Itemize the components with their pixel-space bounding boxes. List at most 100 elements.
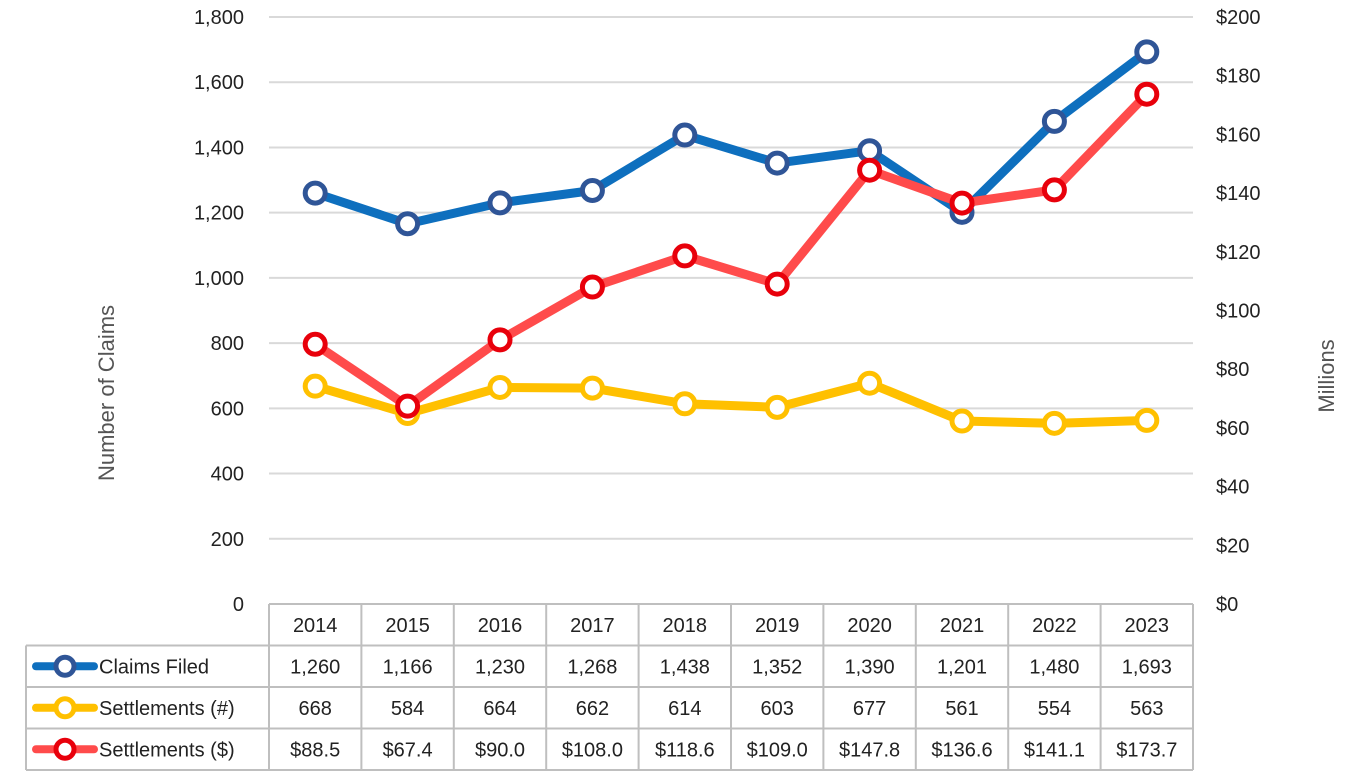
series-line-3 [310, 89, 1152, 411]
data-label: 614 [668, 698, 701, 720]
x-axis-category-label: 2021 [940, 615, 985, 637]
data-label: 603 [761, 698, 794, 720]
data-label: 1,268 [567, 656, 617, 678]
legend-key-marker-1 [53, 654, 77, 678]
series-2-point [1041, 410, 1067, 436]
series-2-point [672, 391, 698, 417]
x-axis-category-label: 2016 [478, 615, 523, 637]
data-label: 677 [853, 698, 886, 720]
y-axis-right-tick: $60 [1216, 418, 1249, 440]
series-3-point [857, 157, 883, 183]
y-axis-right-tick: $180 [1216, 66, 1261, 88]
data-label: 1,390 [845, 656, 895, 678]
x-axis-category-label: 2014 [293, 615, 338, 637]
legend-key-marker-2 [53, 696, 77, 720]
y-axis-left-title: Number of Claims [94, 305, 119, 481]
series-2-point [1134, 407, 1160, 433]
y-axis-left-tick: 1,200 [194, 203, 244, 225]
series-3-point [672, 243, 698, 269]
series-1-point [579, 177, 605, 203]
series-3-point [395, 393, 421, 419]
x-axis-category-label: 2022 [1032, 615, 1077, 637]
y-axis-right-tick: $100 [1216, 301, 1261, 323]
axes: Number of Claims Millions 0 200 400 600 800 1… [94, 7, 1339, 616]
y-axis-right-tick: $40 [1216, 477, 1249, 499]
y-axis-left-tick: 0 [233, 594, 244, 616]
data-label: 1,201 [937, 656, 987, 678]
data-label: $147.8 [839, 739, 900, 761]
series-1-point [764, 150, 790, 176]
series-1-point [1041, 108, 1067, 134]
series-1-point [857, 138, 883, 164]
data-label: 584 [391, 698, 424, 720]
series-2-point [487, 374, 513, 400]
data-label: $109.0 [747, 739, 808, 761]
y-axis-right-tick: $120 [1216, 242, 1261, 264]
series-2-point [764, 394, 790, 420]
data-label: 1,166 [383, 656, 433, 678]
series-3-point [302, 331, 328, 357]
y-axis-right-tick: $200 [1216, 7, 1261, 29]
y-axis-right-tick: $0 [1216, 594, 1238, 616]
y-axis-right-title: Millions [1314, 339, 1339, 412]
series-1-point [1134, 39, 1160, 65]
series-line-2 [310, 378, 1152, 428]
legend-key-marker-3 [53, 737, 77, 761]
x-axis-category-label: 2023 [1125, 615, 1170, 637]
y-axis-left-tick: 800 [211, 333, 244, 355]
series-line-1 [310, 47, 1152, 229]
y-axis-left-tick: 1,400 [194, 137, 244, 159]
x-axis-category-label: 2018 [663, 615, 708, 637]
data-label: $136.6 [931, 739, 992, 761]
data-label: 563 [1130, 698, 1163, 720]
series-1-point [395, 211, 421, 237]
x-axis-category-label: 2019 [755, 615, 800, 637]
series-3-point [579, 274, 605, 300]
data-label: 664 [483, 698, 516, 720]
series-2-point [579, 375, 605, 401]
data-label: 1,352 [752, 656, 802, 678]
y-axis-right-tick: $140 [1216, 183, 1261, 205]
y-axis-left-tick: 1,600 [194, 72, 244, 94]
series-3-point [487, 327, 513, 353]
series-1-point [487, 190, 513, 216]
legend-label-3: Settlements ($) [99, 739, 235, 761]
series-3-point [764, 271, 790, 297]
legend-label-2: Settlements (#) [99, 698, 235, 720]
series-1-point [302, 180, 328, 206]
data-label: 1,693 [1122, 656, 1172, 678]
data-label: $67.4 [383, 739, 433, 761]
y-axis-left-tick: 1,000 [194, 268, 244, 290]
x-axis-category-label: 2015 [385, 615, 430, 637]
y-axis-left-tick: 400 [211, 464, 244, 486]
series-1-point [672, 122, 698, 148]
y-axis-right-tick: $20 [1216, 535, 1249, 557]
legend-label-1: Claims Filed [99, 656, 209, 678]
data-label: 554 [1038, 698, 1071, 720]
data-label: 662 [576, 698, 609, 720]
series-2-point [949, 408, 975, 434]
y-axis-left-tick: 1,800 [194, 7, 244, 29]
y-axis-right-tick: $80 [1216, 359, 1249, 381]
data-label: $141.1 [1024, 739, 1085, 761]
data-label: 561 [945, 698, 978, 720]
data-label: 1,438 [660, 656, 710, 678]
data-label: $108.0 [562, 739, 623, 761]
data-label: 1,230 [475, 656, 525, 678]
data-label: 668 [299, 698, 332, 720]
series-3-point [1134, 81, 1160, 107]
gridlines [269, 16, 1193, 540]
data-label: $173.7 [1116, 739, 1177, 761]
data-label: 1,480 [1029, 656, 1079, 678]
data-label: $88.5 [290, 739, 340, 761]
series-2-point [857, 370, 883, 396]
data-label: $90.0 [475, 739, 525, 761]
y-axis-left-tick: 600 [211, 398, 244, 420]
data-table: 2014 2015 2016 2017 2018 2019 2020 2021 2022 2023… [25, 603, 1194, 771]
x-axis-category-label: 2020 [847, 615, 892, 637]
plot-series [302, 39, 1160, 436]
y-axis-right-tick: $160 [1216, 124, 1261, 146]
x-axis-category-label: 2017 [570, 615, 615, 637]
